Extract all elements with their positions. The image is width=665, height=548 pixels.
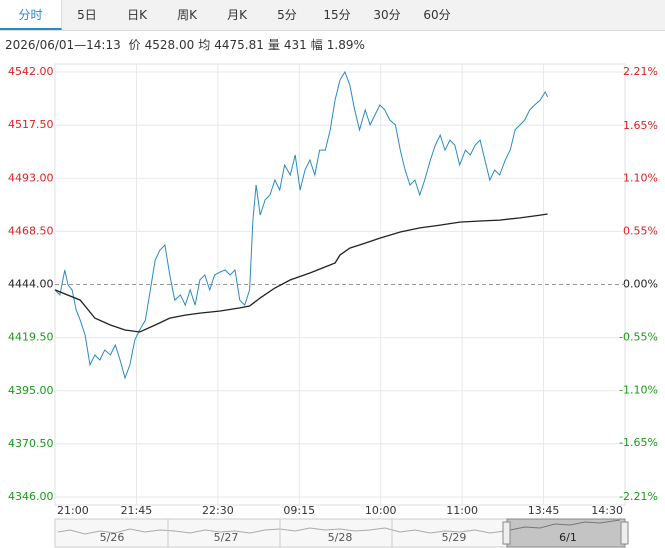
navigator-label: 5/28 — [328, 531, 353, 544]
tab[interactable]: 日K — [127, 8, 147, 22]
navigator: 5/26 5/27 5/28 5/29 6/1 — [54, 518, 629, 548]
y2-tick-label: -0.55% — [619, 330, 658, 343]
info-label: 均 — [198, 38, 211, 52]
y-tick-label: 4395.00 — [8, 384, 54, 397]
navigator-label: 6/1 — [559, 531, 577, 544]
x-tick-label: 21:00 — [57, 504, 89, 517]
y2-tick-label: 0.00% — [623, 278, 658, 291]
tab[interactable]: 月K — [227, 8, 247, 22]
y-tick-label: 4444.00 — [8, 278, 54, 291]
tab[interactable]: 60分 — [423, 8, 451, 22]
y2-tick-label: 1.65% — [623, 119, 658, 132]
y-tick-label: 4542.00 — [8, 65, 54, 78]
y2-tick-label: -1.10% — [619, 383, 658, 396]
tab-bar: 分时 5日 日K 周K 月K 5分 15分 30分 60分 — [0, 0, 665, 31]
info-value: 431 — [283, 38, 307, 52]
series-line — [54, 213, 548, 333]
navigator-handle[interactable] — [620, 521, 629, 545]
y2-tick-label: -2.21% — [619, 490, 658, 503]
info-label: 价 — [128, 38, 141, 52]
navigator-handle[interactable] — [502, 521, 511, 545]
navigator-selection[interactable] — [506, 518, 626, 548]
navigator-sparkline — [509, 519, 621, 531]
info-label: 量 — [267, 38, 280, 52]
tab[interactable]: 5日 — [77, 8, 97, 22]
series-line — [54, 70, 549, 380]
info-value: 4475.81 — [214, 38, 264, 52]
navigator-label: 5/26 — [100, 531, 125, 544]
info-line: 2026/06/01—14:13 价 4528.00 均 4475.81 量 431 幅 1.… — [5, 36, 369, 53]
y2-tick-label: -1.65% — [619, 436, 658, 449]
x-tick-label: 09:15 — [283, 504, 315, 517]
y-tick-label: 4346.00 — [8, 490, 54, 503]
tab[interactable]: 30分 — [373, 8, 401, 22]
info-datetime: 2026/06/01—14:13 — [5, 38, 121, 52]
tab[interactable]: 周K — [177, 8, 197, 22]
tab[interactable]: 15分 — [323, 8, 351, 22]
navigator-label: 5/29 — [442, 531, 467, 544]
y-tick-label: 4468.50 — [8, 224, 54, 237]
info-label: 幅 — [310, 38, 323, 52]
y2-tick-label: 0.55% — [623, 225, 658, 238]
x-tick-label: 21:45 — [121, 504, 153, 517]
x-tick-label: 11:00 — [446, 504, 478, 517]
x-tick-label: 10:00 — [365, 504, 397, 517]
x-tick-label: 22:30 — [202, 504, 234, 517]
x-tick-label: 14:30 — [591, 504, 623, 517]
info-value: 4528.00 — [144, 38, 195, 52]
info-value: 1.89% — [326, 38, 365, 52]
x-tick-label: 13:45 — [528, 504, 560, 517]
y2-tick-label: 1.10% — [623, 172, 658, 185]
tab[interactable]: 5分 — [277, 8, 297, 22]
y-tick-label: 4493.00 — [8, 171, 54, 184]
y-tick-label: 4419.50 — [8, 331, 54, 344]
y-tick-label: 4517.50 — [8, 118, 54, 131]
y-tick-label: 4370.50 — [8, 437, 54, 450]
navigator-label: 5/27 — [214, 531, 239, 544]
y2-tick-label: 2.21% — [623, 65, 658, 78]
tab[interactable]: 分时 — [0, 0, 62, 30]
